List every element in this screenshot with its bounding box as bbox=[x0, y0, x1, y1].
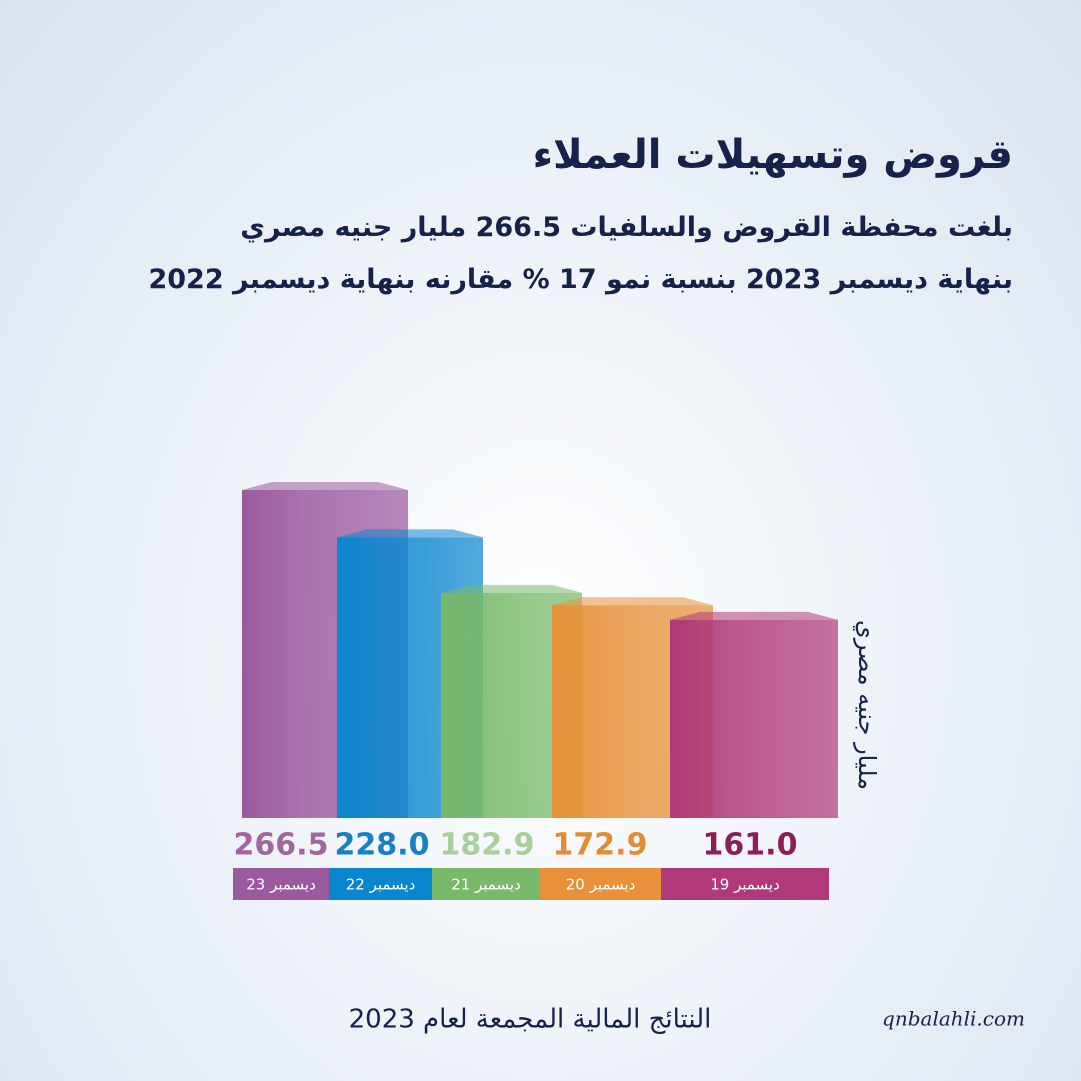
value-label: 266.5 bbox=[234, 828, 329, 863]
bar-top bbox=[441, 584, 582, 593]
value-label: 161.0 bbox=[703, 828, 798, 863]
bar-top bbox=[552, 597, 713, 606]
subtitle: بلغت محفظة القروض والسلفيات 266.5 مليار … bbox=[240, 212, 1013, 243]
category-label: ديسمبر 23 bbox=[246, 876, 316, 894]
value-label: 172.9 bbox=[553, 828, 648, 863]
bar-top bbox=[242, 482, 408, 490]
category-label: ديسمبر 22 bbox=[346, 876, 416, 894]
subtitle: بنهاية ديسمبر 2023 بنسبة نمو 17 % مقارنه… bbox=[148, 264, 1013, 295]
category-box bbox=[329, 868, 432, 900]
value-label: 182.9 bbox=[440, 828, 535, 863]
category-label: ديسمبر 20 bbox=[566, 876, 636, 894]
bar bbox=[670, 619, 838, 818]
category-box bbox=[540, 868, 661, 900]
footer: النتائج المالية المجمعة لعام 2023 bbox=[349, 1005, 712, 1035]
bar-top bbox=[337, 529, 483, 538]
value-label: 228.0 bbox=[335, 828, 430, 863]
title: قروض وتسهيلات العملاء bbox=[532, 132, 1013, 178]
category-label: ديسمبر 21 bbox=[451, 876, 521, 894]
category-box bbox=[233, 868, 329, 900]
y-axis-label: مليار جنيه مصري bbox=[853, 620, 881, 790]
bar-top bbox=[670, 611, 838, 620]
category-box bbox=[432, 868, 540, 900]
category-label: ديسمبر 19 bbox=[710, 876, 780, 894]
website: qnbalahli.com bbox=[882, 1007, 1025, 1031]
category-box bbox=[661, 868, 829, 900]
